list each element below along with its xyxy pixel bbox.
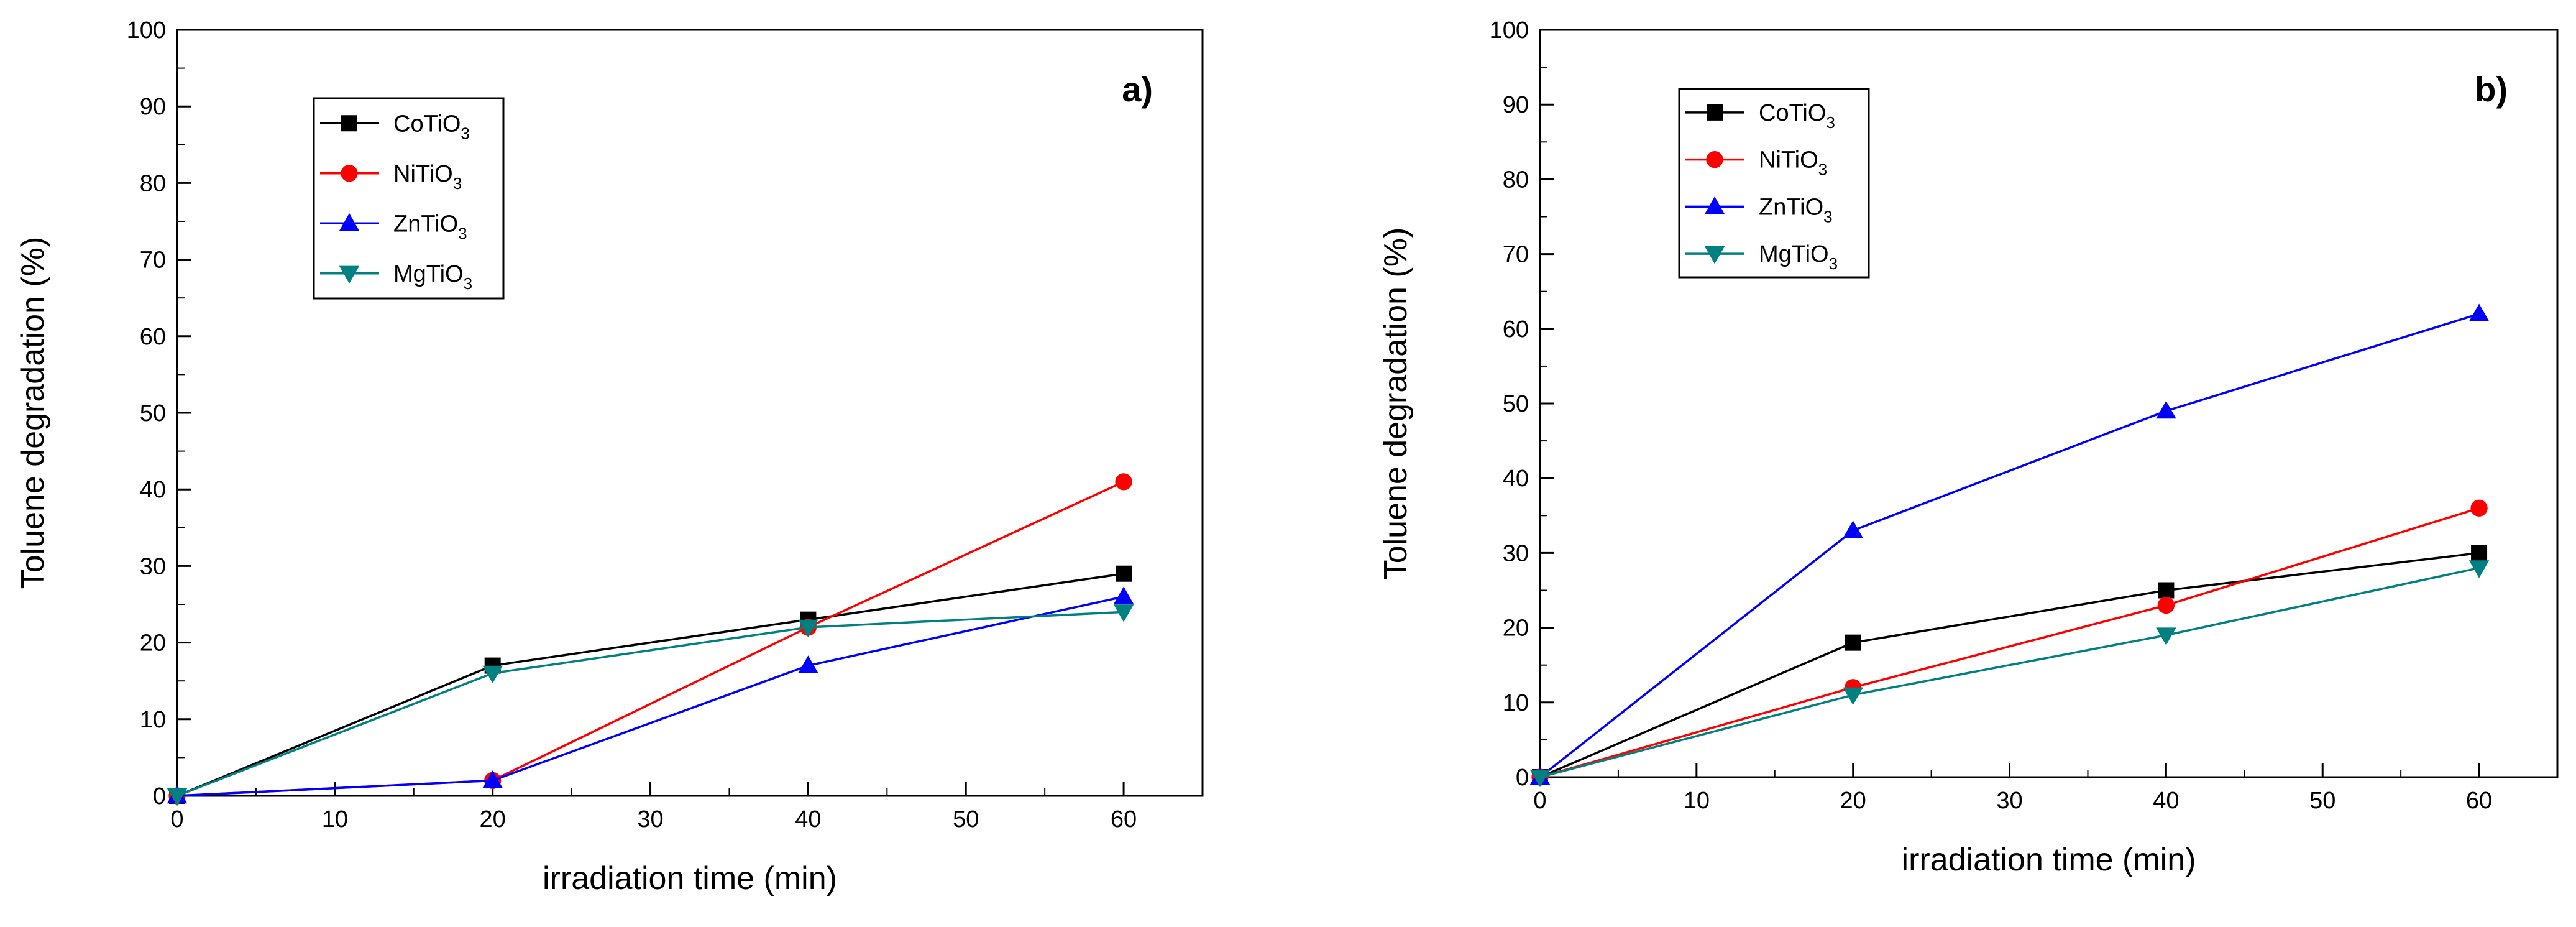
data-point-zntio xyxy=(2468,303,2490,321)
data-point-zntio xyxy=(1843,520,1863,538)
data-point-mgtio xyxy=(798,619,818,638)
x-tick-label: 60 xyxy=(2466,788,2492,814)
series-line-mgtio xyxy=(1539,566,2480,778)
data-point-zntio xyxy=(482,770,503,788)
data-point-cotio xyxy=(1116,565,1132,582)
legend-marker xyxy=(1707,104,1723,121)
legend-label-subscript: 3 xyxy=(1818,160,1827,179)
legend-marker xyxy=(1706,150,1723,168)
y-tick-label: 70 xyxy=(1503,242,1529,268)
x-tick-label: 40 xyxy=(2153,788,2179,814)
y-tick-label: 40 xyxy=(140,477,166,503)
panel-label: b) xyxy=(2475,70,2508,109)
data-point-nitio xyxy=(2157,596,2175,614)
x-tick-label: 10 xyxy=(1684,788,1710,814)
y-tick-label: 90 xyxy=(1503,92,1529,118)
y-tick-label: 30 xyxy=(1503,540,1529,566)
y-tick-label: 20 xyxy=(140,630,166,657)
x-tick-label: 50 xyxy=(953,806,979,832)
data-point-mgtio xyxy=(1843,687,1863,706)
y-tick-label: 50 xyxy=(140,400,166,427)
data-point-mgtio xyxy=(167,788,188,806)
data-point-zntio xyxy=(1113,586,1134,604)
x-tick-label: 20 xyxy=(480,806,506,832)
data-point-mgtio xyxy=(2468,560,2490,578)
legend-marker xyxy=(339,213,360,231)
legend-marker xyxy=(341,115,357,132)
y-tick-label: 90 xyxy=(140,94,166,120)
data-point-mgtio xyxy=(1529,769,1551,788)
y-tick-label: 40 xyxy=(1503,466,1529,492)
y-tick-label: 60 xyxy=(140,324,166,350)
legend-marker xyxy=(1704,196,1725,214)
data-point-cotio xyxy=(1845,634,1861,651)
data-point-cotio xyxy=(2471,545,2488,561)
y-tick-label: 80 xyxy=(1503,167,1529,193)
data-point-mgtio xyxy=(482,665,503,684)
y-tick-label: 10 xyxy=(140,707,166,733)
legend-label-subscript: 3 xyxy=(461,124,469,142)
x-tick-label: 40 xyxy=(795,806,821,832)
x-tick-label: 0 xyxy=(1533,788,1546,814)
y-axis-title: Toluene degradation (%) xyxy=(15,237,51,589)
data-point-mgtio xyxy=(1113,604,1134,622)
panel-label: a) xyxy=(1122,70,1153,109)
y-axis-title: Toluene degradation (%) xyxy=(1378,228,1414,580)
y-tick-label: 0 xyxy=(1516,765,1529,791)
y-tick-label: 100 xyxy=(127,17,166,44)
legend-marker xyxy=(1704,246,1725,264)
data-point-nitio xyxy=(2470,499,2488,517)
y-tick-label: 30 xyxy=(140,553,166,579)
y-tick-label: 20 xyxy=(1503,616,1529,642)
x-axis-title: irradiation time (min) xyxy=(543,860,837,897)
series-line-zntio xyxy=(1539,313,2480,778)
legend-label-subscript: 3 xyxy=(1823,207,1832,226)
y-tick-label: 10 xyxy=(1503,690,1529,716)
legend-label-subscript: 3 xyxy=(458,224,467,242)
chart-panel-a: 0 10 20 30 40 50 60 0 10 20 30 40 50 60 70 80 90 100 irrad… xyxy=(15,17,1204,897)
series-line-cotio xyxy=(1539,551,2480,778)
legend-label-subscript: 3 xyxy=(1829,254,1838,273)
data-point-mgtio xyxy=(2156,627,2176,645)
data-point-zntio xyxy=(798,655,818,673)
legend-label-subscript: 3 xyxy=(1826,113,1835,132)
legend-label-subscript: 3 xyxy=(453,174,462,193)
legend-marker xyxy=(341,165,358,182)
y-tick-label: 70 xyxy=(140,247,166,274)
x-tick-label: 20 xyxy=(1840,788,1866,814)
x-tick-label: 0 xyxy=(170,806,183,832)
y-tick-label: 0 xyxy=(153,783,166,809)
y-tick-label: 60 xyxy=(1503,316,1529,343)
legend-box xyxy=(313,97,505,300)
data-point-nitio xyxy=(1115,473,1132,491)
data-point-cotio xyxy=(2158,582,2175,599)
series-line-nitio xyxy=(1539,507,2480,778)
legend-marker xyxy=(339,265,360,284)
legend-label-subscript: 3 xyxy=(464,274,472,293)
y-tick-label: 50 xyxy=(1503,391,1529,417)
y-tick-label: 100 xyxy=(1490,17,1529,44)
x-tick-label: 10 xyxy=(322,806,348,832)
y-tick-label: 80 xyxy=(140,170,166,196)
x-tick-label: 50 xyxy=(2309,788,2335,814)
x-tick-label: 30 xyxy=(1996,788,2022,814)
series-line-cotio xyxy=(176,572,1124,797)
series-line-nitio xyxy=(176,481,1124,797)
chart-panel-b: 0 10 20 30 40 50 60 0 10 20 30 40 50 60 70 80 90 100 irrad… xyxy=(1378,17,2559,878)
series-line-mgtio xyxy=(176,611,1124,797)
x-tick-label: 30 xyxy=(637,806,663,832)
data-point-zntio xyxy=(2156,400,2176,419)
x-axis-title: irradiation time (min) xyxy=(1902,842,2196,878)
x-tick-label: 60 xyxy=(1111,806,1137,832)
series-line-zntio xyxy=(176,595,1124,797)
